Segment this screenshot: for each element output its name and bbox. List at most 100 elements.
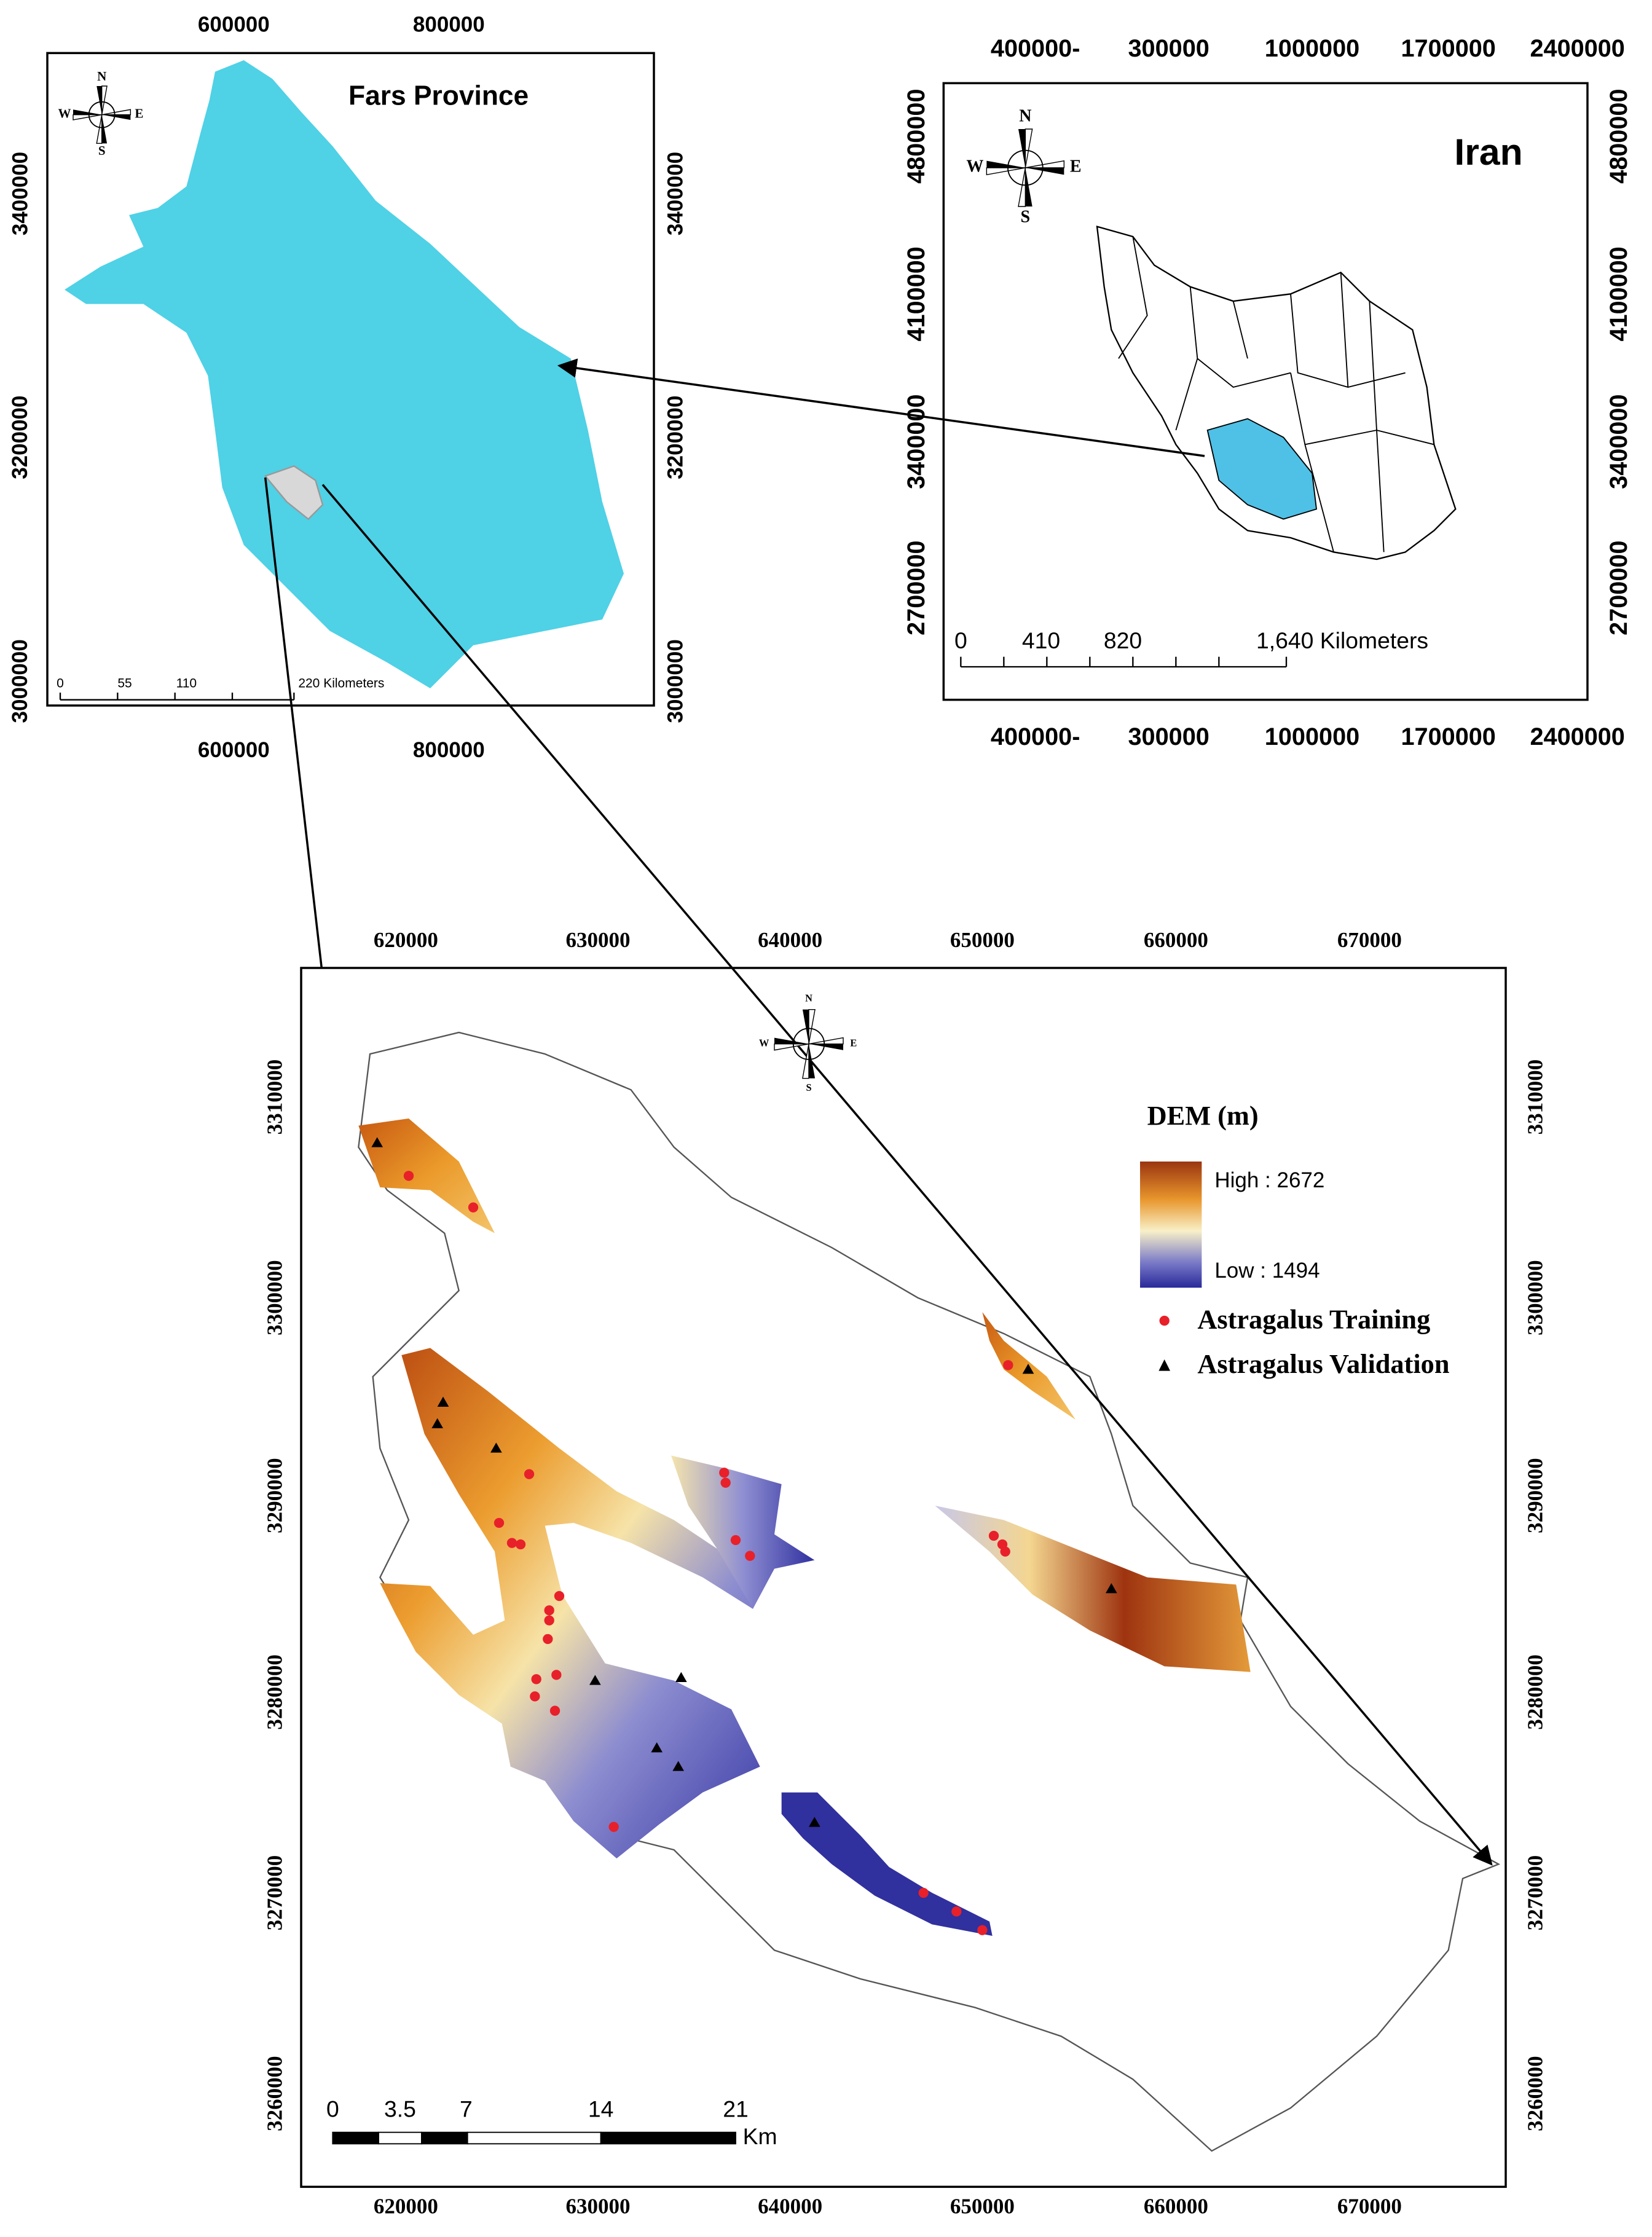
scale-label: 0	[326, 2096, 339, 2122]
y-tick-label: 4800000	[1605, 88, 1632, 183]
x-tick-label: 300000	[1128, 723, 1209, 750]
iran-outline	[1096, 226, 1457, 560]
scale-label: 820	[1104, 627, 1142, 653]
y-tick-label: 3200000	[664, 396, 688, 479]
scale-segment	[421, 2131, 468, 2145]
training-point	[549, 1705, 560, 1716]
x-tick-label: 660000	[1144, 928, 1208, 952]
scale-segment	[378, 2131, 422, 2145]
scale-label: 220 Kilometers	[298, 677, 384, 691]
validation-point	[431, 1418, 443, 1428]
compass-point	[96, 86, 102, 115]
legend-training: Astragalus Training	[1197, 1304, 1430, 1335]
x-tick-label: 660000	[1144, 2194, 1208, 2218]
compass-point	[101, 109, 132, 116]
compass-letter: N	[805, 993, 812, 1004]
x-tick-label: 640000	[758, 2194, 822, 2218]
legend-high: High : 2672	[1214, 1168, 1324, 1192]
y-tick-label: 4800000	[903, 88, 930, 183]
training-point	[544, 1605, 554, 1616]
compass-point	[986, 167, 1026, 176]
y-tick-label: 3200000	[8, 396, 32, 479]
x-tick-label: 630000	[565, 928, 630, 952]
x-tick-label: 400000-	[991, 35, 1080, 62]
y-tick-label: 3400000	[1605, 394, 1632, 489]
y-tick-label: 3400000	[664, 152, 688, 235]
scale-label: 3.5	[384, 2096, 416, 2122]
training-point	[515, 1539, 526, 1550]
arrow	[557, 358, 1205, 457]
y-tick-label: 3400000	[903, 394, 930, 489]
x-tick-label: 800000	[413, 12, 485, 36]
north-arrow: N E S W	[759, 993, 857, 1094]
iran-scale-bar: 0 410 820 1,640 Kilometers	[954, 627, 1428, 668]
y-tick-label: 3310000	[262, 1060, 286, 1135]
validation-point	[589, 1675, 601, 1685]
compass-letter: E	[1070, 157, 1082, 176]
training-point	[468, 1202, 479, 1213]
dem-patch	[358, 1118, 495, 1233]
scale-label: 0	[57, 677, 64, 691]
x-tick-label: 620000	[374, 2194, 438, 2218]
scale-segment	[466, 2131, 602, 2145]
x-tick-label: 400000-	[991, 723, 1080, 750]
training-point	[551, 1670, 562, 1680]
training-point	[720, 1477, 731, 1488]
training-point	[719, 1468, 730, 1478]
y-tick-label: 3260000	[262, 2056, 286, 2131]
validation-point	[651, 1742, 663, 1753]
labels: 600000 600000 800000 800000 3400000 3400000 32…	[8, 12, 1632, 2218]
training-point	[988, 1530, 999, 1541]
compass-letter: S	[1021, 207, 1031, 226]
scale-label: 1,640 Kilometers	[1256, 627, 1428, 653]
compass-point	[809, 1044, 843, 1050]
x-tick-label: 800000	[413, 738, 485, 762]
scale-label: 55	[117, 677, 132, 691]
training-point	[608, 1822, 619, 1832]
x-tick-label: 640000	[758, 928, 822, 952]
legend-validation-symbol	[1158, 1359, 1170, 1371]
compass-point	[808, 1008, 816, 1044]
x-tick-label: 650000	[950, 928, 1015, 952]
x-tick-label: 600000	[198, 12, 270, 36]
compass-letter: N	[1019, 107, 1031, 126]
validation-point	[371, 1137, 383, 1147]
x-tick-label: 670000	[1337, 2194, 1402, 2218]
training-point	[918, 1887, 929, 1898]
compass-letter: W	[966, 157, 983, 176]
compass-point	[774, 1043, 809, 1051]
x-tick-label: 630000	[565, 2194, 630, 2218]
dem-patch	[781, 1792, 993, 1936]
y-tick-label: 3310000	[1523, 1060, 1547, 1135]
scale-segment	[600, 2131, 736, 2145]
compass-letter: S	[806, 1082, 811, 1093]
compass-point	[1018, 167, 1026, 207]
training-point	[494, 1517, 505, 1528]
compass-point	[73, 109, 102, 115]
y-tick-label: 2700000	[1605, 540, 1632, 635]
y-tick-label: 3300000	[1523, 1260, 1547, 1335]
validation-point	[672, 1761, 684, 1771]
training-point	[1003, 1360, 1013, 1370]
training-point	[554, 1590, 565, 1602]
y-tick-label: 3300000	[262, 1260, 286, 1335]
x-tick-label: 300000	[1128, 35, 1209, 62]
study-boundary	[358, 1031, 1501, 2152]
x-tick-label: 1700000	[1401, 35, 1495, 62]
validation-point	[809, 1817, 820, 1827]
y-tick-label: 3260000	[1523, 2056, 1547, 2131]
legend-training-symbol	[1159, 1315, 1170, 1326]
compass-point	[101, 85, 108, 115]
training-point	[543, 1634, 553, 1645]
compass-point	[96, 114, 103, 144]
y-tick-label: 3280000	[1523, 1654, 1547, 1730]
x-tick-label: 670000	[1337, 928, 1402, 952]
fars-highlight	[1206, 418, 1318, 520]
x-tick-label: 650000	[950, 2194, 1015, 2218]
y-tick-label: 3290000	[262, 1458, 286, 1533]
training-point	[506, 1538, 517, 1548]
y-tick-label: 3000000	[664, 639, 688, 723]
